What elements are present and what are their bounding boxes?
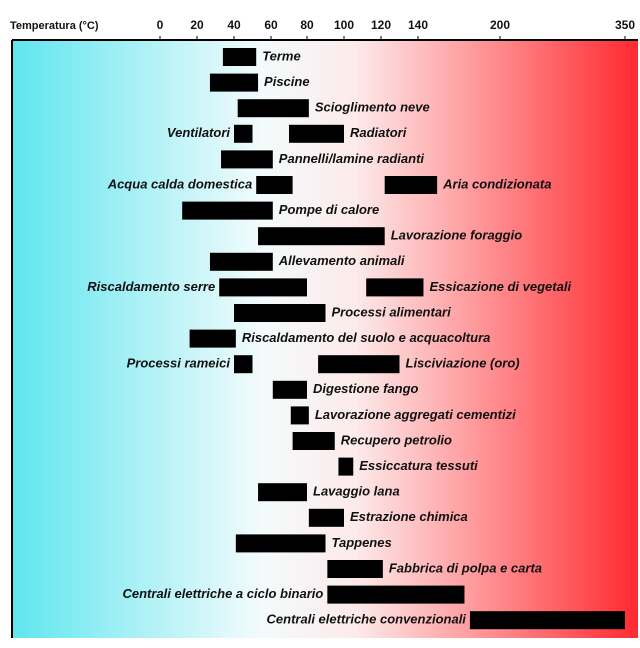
bar (366, 278, 424, 297)
bar-label: Allevamento animali (278, 253, 405, 268)
bar-label: Ventilatori (167, 125, 230, 140)
bar (290, 406, 309, 425)
bar-label: Centrali elettriche convenzionali (267, 612, 467, 627)
x-tick-label: 140 (408, 18, 428, 32)
bar-label: Essiccatura tessuti (359, 458, 478, 473)
bar-label: Lavaggio lana (313, 484, 400, 499)
bar (182, 201, 273, 220)
bar (327, 585, 465, 604)
bar-label: Acqua calda domestica (107, 176, 253, 191)
bar-label: Estrazione chimica (350, 509, 468, 524)
bar (258, 483, 307, 502)
bar (234, 124, 253, 143)
bar (237, 99, 309, 118)
x-tick-label: 350 (615, 18, 635, 32)
bar (209, 252, 273, 271)
bar-label: Processi rameici (127, 356, 231, 371)
x-tick-label: 40 (227, 18, 241, 32)
bar-label: Piscine (264, 74, 310, 89)
bar (235, 534, 326, 553)
bar-label: Tappenes (332, 535, 392, 550)
bar-label: Riscaldamento serre (87, 279, 215, 294)
x-tick-label: 100 (334, 18, 354, 32)
bar (308, 508, 344, 527)
bar-label: Scioglimento neve (315, 100, 430, 115)
bar-label: Lavorazione foraggio (391, 228, 523, 243)
x-tick-label: 200 (490, 18, 510, 32)
bar (327, 560, 383, 578)
bar-label: Pompe di calore (279, 202, 379, 217)
axis-label: Temperatura (°C) (10, 20, 99, 32)
bar (469, 611, 625, 630)
bar (189, 329, 236, 348)
bar (234, 355, 253, 374)
bar-label: Digestione fango (313, 381, 419, 396)
bar (384, 176, 438, 194)
bar-label: Lisciviazione (oro) (406, 356, 520, 371)
bar-label: Riscaldamento del suolo e acquacoltura (242, 330, 491, 345)
x-tick-label: 0 (157, 18, 164, 32)
bar-label: Lavorazione aggregati cementizi (315, 407, 516, 422)
bar (209, 73, 259, 92)
bar (256, 176, 293, 194)
bar-label: Fabbrica di polpa e carta (389, 560, 542, 575)
bar-label: Aria condizionata (442, 176, 551, 191)
x-tick-label: 60 (264, 18, 278, 32)
bar (219, 278, 307, 297)
bar-label: Radiatori (350, 125, 407, 140)
bar-label: Recupero petrolio (341, 432, 452, 447)
bar-label: Essicazione di vegetali (429, 279, 571, 294)
bar (292, 432, 335, 450)
x-tick-label: 20 (190, 18, 204, 32)
bar-label: Processi alimentari (332, 304, 452, 319)
bar (318, 355, 400, 374)
bar (272, 380, 307, 399)
bar-label: Pannelli/lamine radianti (279, 151, 425, 166)
bar (222, 48, 257, 66)
bar (289, 124, 344, 143)
bar (338, 457, 354, 476)
x-tick-label: 120 (371, 18, 391, 32)
bar (234, 304, 326, 322)
bar-label: Terme (262, 48, 301, 63)
x-tick-label: 80 (300, 18, 314, 32)
bar (258, 227, 385, 246)
bar-label: Centrali elettriche a ciclo binario (123, 586, 324, 601)
bar (221, 150, 273, 169)
